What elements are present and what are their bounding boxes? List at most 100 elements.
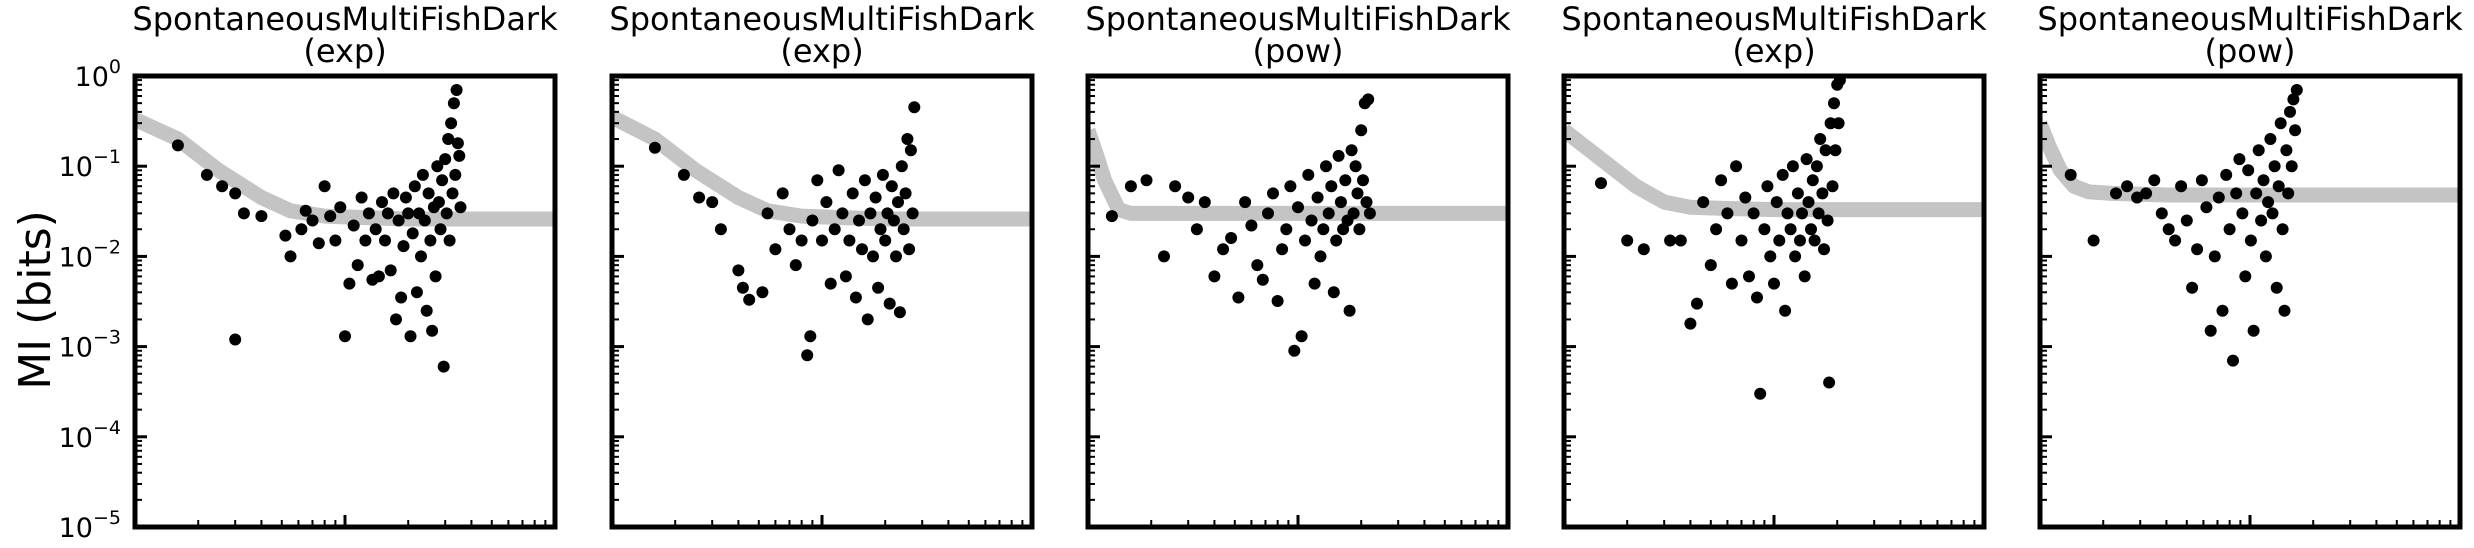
data-point: [1363, 207, 1376, 220]
data-point: [1710, 223, 1723, 236]
data-point: [811, 174, 824, 187]
data-point: [901, 133, 914, 145]
data-point: [1349, 160, 1362, 173]
data-point: [1169, 180, 1182, 193]
panel-title: SpontaneousMultiFishDark: [1085, 0, 1511, 38]
panel-title: SpontaneousMultiFishDark: [1561, 0, 1987, 38]
data-point: [426, 324, 439, 337]
data-point: [1311, 191, 1324, 204]
data-point: [2110, 187, 2122, 200]
data-point: [1832, 117, 1845, 130]
panel-3: SpontaneousMultiFishDark(pow): [1085, 0, 1511, 530]
data-point: [318, 180, 331, 193]
y-tick-exponent: −2: [93, 236, 121, 258]
data-point: [1800, 153, 1813, 166]
data-point: [1818, 243, 1830, 256]
data-point: [1739, 191, 1752, 204]
panels: SpontaneousMultiFishDark(exp)10−510−410−…: [59, 0, 2463, 544]
data-point: [776, 187, 789, 200]
data-point: [1232, 291, 1245, 304]
data-point: [1814, 133, 1827, 145]
data-point: [783, 223, 796, 236]
data-point: [2208, 250, 2221, 263]
data-point: [1808, 234, 1821, 247]
data-point: [1806, 174, 1819, 187]
axes-frame: [132, 73, 558, 530]
plot-area: [135, 84, 555, 373]
data-point: [677, 168, 690, 181]
data-point: [416, 168, 429, 181]
data-point: [1343, 304, 1356, 317]
data-point: [379, 234, 391, 247]
data-point: [832, 164, 845, 177]
data-point: [843, 234, 856, 247]
data-point: [1124, 180, 1137, 193]
data-point: [2180, 214, 2193, 227]
data-point: [1182, 191, 1195, 204]
data-point: [858, 174, 871, 187]
data-point: [1245, 219, 1258, 232]
data-point: [1786, 160, 1799, 173]
data-point: [816, 234, 828, 247]
data-point: [2250, 187, 2263, 200]
data-point: [1339, 174, 1352, 187]
data-point: [422, 187, 435, 200]
data-point: [451, 137, 464, 150]
data-point: [1751, 291, 1763, 304]
data-point: [2087, 234, 2100, 247]
data-point: [420, 304, 433, 317]
data-point: [1664, 234, 1677, 247]
data-point: [447, 97, 460, 110]
axes-frame: [2037, 73, 2463, 530]
fit-band: [1088, 127, 1508, 221]
data-point: [2284, 105, 2296, 118]
data-point: [1595, 177, 1607, 190]
data-point: [2247, 324, 2260, 337]
data-point: [424, 234, 437, 247]
data-point: [402, 207, 415, 220]
data-point: [2230, 187, 2243, 200]
data-point: [1345, 144, 1358, 157]
data-point: [418, 214, 431, 227]
y-tick-label: 10−2: [59, 236, 121, 273]
data-point: [1271, 295, 1284, 307]
data-point: [895, 160, 908, 173]
data-point: [436, 174, 449, 187]
data-point: [2121, 180, 2134, 193]
data-point: [334, 201, 347, 214]
data-point: [853, 214, 865, 227]
data-point: [376, 196, 388, 209]
data-point: [449, 168, 462, 181]
data-point: [872, 281, 885, 294]
data-point: [431, 160, 444, 173]
panel-subtitle: (pow): [1252, 32, 1343, 70]
data-point: [1317, 223, 1330, 236]
data-point: [429, 270, 442, 283]
panel-5: SpontaneousMultiFishDark(pow): [2037, 0, 2463, 530]
data-point: [2233, 153, 2246, 166]
data-point: [1725, 277, 1738, 290]
data-point: [856, 243, 868, 256]
panel-title: SpontaneousMultiFishDark: [2037, 0, 2463, 38]
data-point: [1791, 187, 1804, 200]
data-point: [1280, 223, 1293, 236]
plot-area: [612, 101, 1032, 362]
data-point: [849, 291, 862, 304]
data-point: [906, 207, 919, 220]
data-point: [406, 227, 419, 240]
data-point: [885, 180, 898, 193]
data-point: [1784, 223, 1797, 236]
data-point: [450, 84, 463, 96]
data-point: [2212, 191, 2225, 204]
data-point: [890, 250, 902, 263]
data-point: [1819, 144, 1832, 157]
data-point: [454, 201, 467, 214]
data-point: [443, 234, 456, 247]
panel-subtitle: (pow): [2204, 32, 2295, 70]
data-point: [1158, 250, 1170, 263]
panel-title: SpontaneousMultiFishDark: [609, 0, 1035, 38]
data-point: [284, 250, 297, 263]
y-tick-label: 10−4: [59, 417, 121, 454]
data-point: [384, 264, 397, 277]
